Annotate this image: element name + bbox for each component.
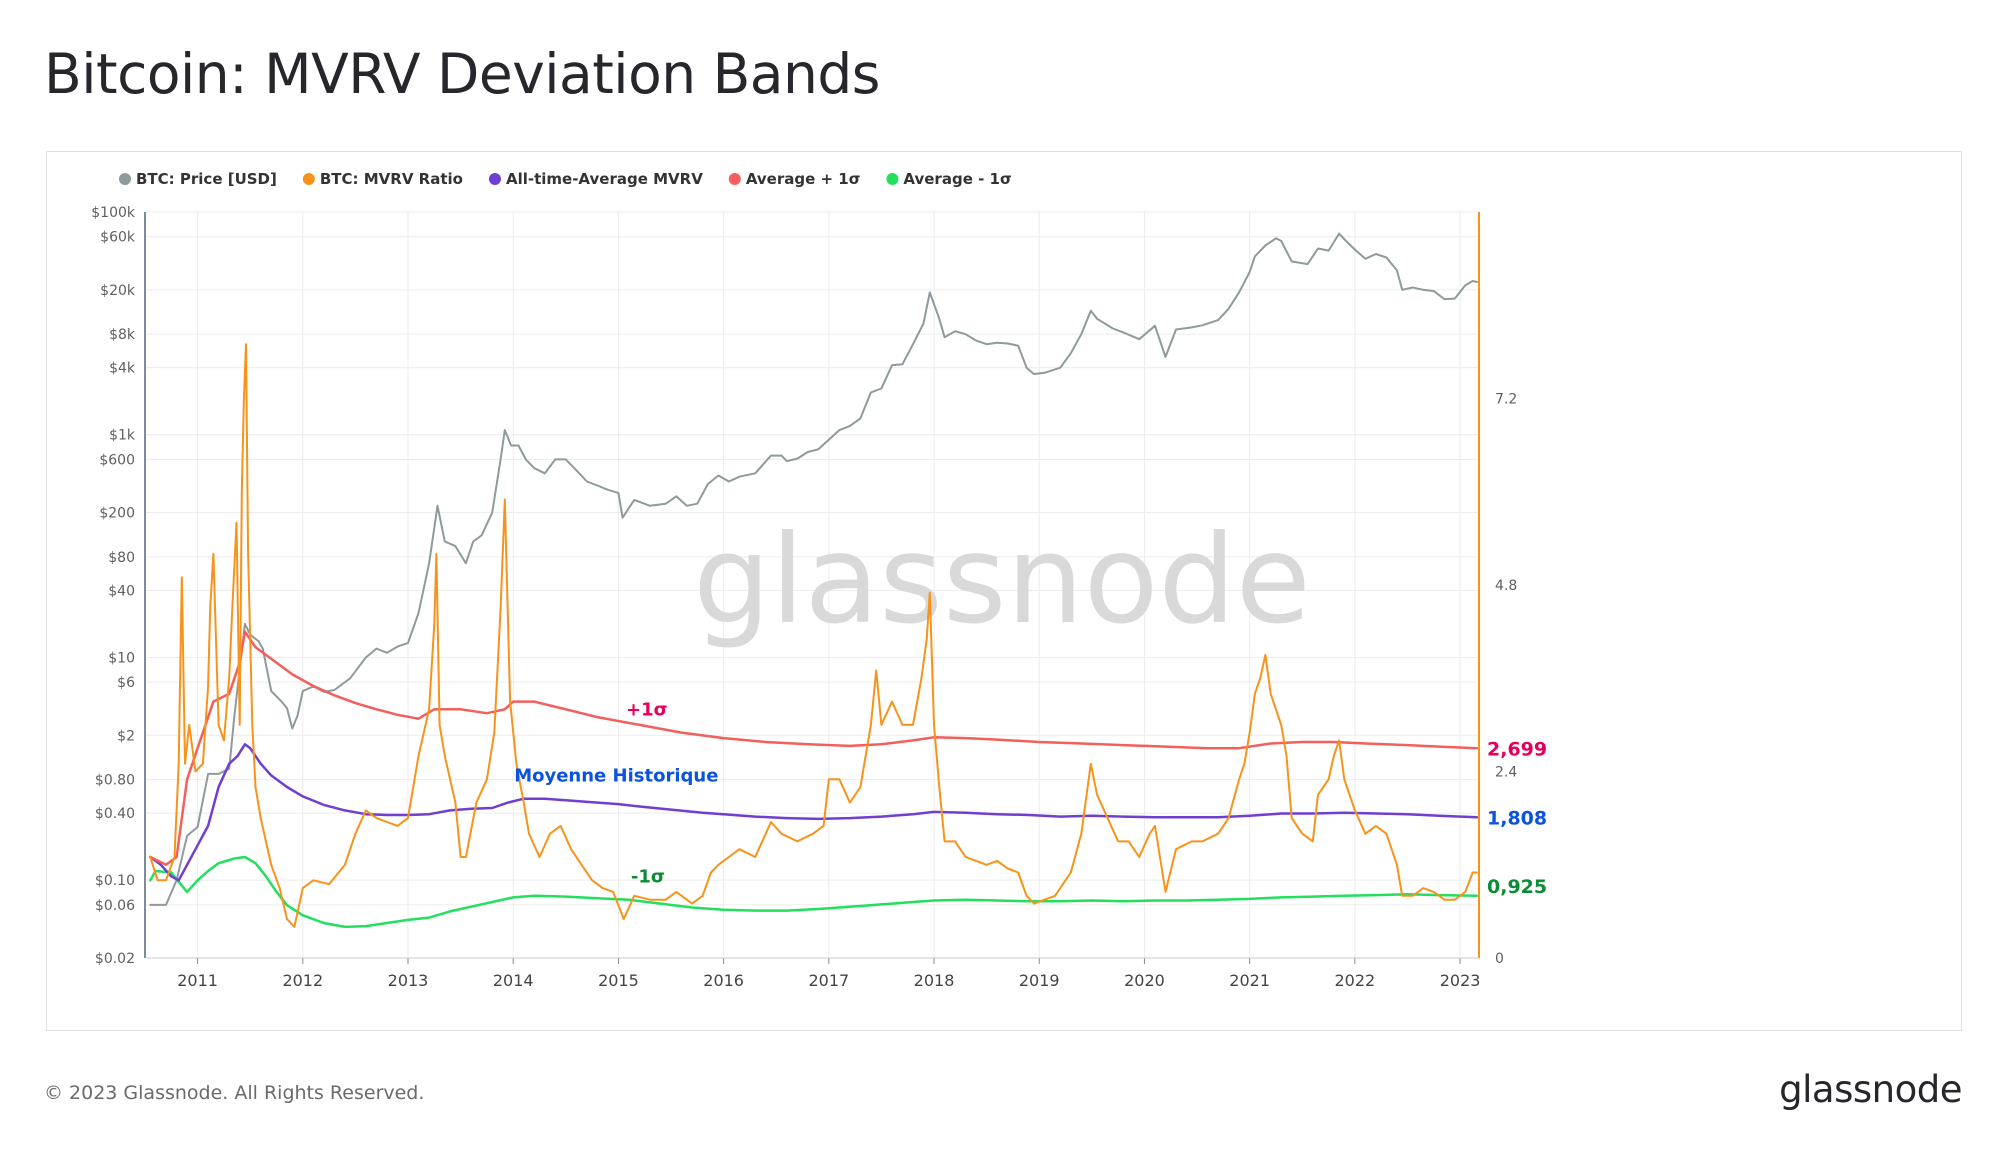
y-left-tick-label: $600 — [99, 452, 135, 468]
y-left-tick-label: $2 — [117, 728, 135, 744]
axes-layer: $100k $60k $20k $8k $4k $1k $600 $200 $80 $40 $10 $… — [91, 205, 1517, 990]
y-left-tick-label: $40 — [108, 583, 135, 599]
series-line-lower — [149, 855, 1479, 929]
legend-label-average: All-time-Average MVRV — [506, 170, 703, 188]
x-tick-label: 2023 — [1440, 971, 1481, 990]
legend-label-price: BTC: Price [USD] — [136, 170, 277, 188]
chart-svg: glassnode $100k$60k$20k$8k$4k$1k$600$200… — [91, 170, 1547, 990]
x-tick-label: 2017 — [808, 971, 849, 990]
series-layer — [149, 232, 1479, 929]
annotation-average: Moyenne Historique — [514, 765, 718, 786]
y-left-tick-label: $100k — [91, 205, 136, 221]
annotation-lower: -1σ — [631, 866, 665, 887]
y-left-tick-label: $80 — [108, 550, 135, 566]
x-tick-label: 2013 — [388, 971, 429, 990]
series-line-price — [149, 232, 1478, 906]
y-left-tick-label: $20k — [100, 283, 136, 299]
y-left-tick-label: $0.02 — [95, 951, 135, 967]
y-right-tick-label: 0 — [1495, 951, 1504, 967]
y-left-tick-label: $60k — [100, 230, 136, 246]
legend-label-lower: Average - 1σ — [903, 170, 1011, 188]
y-left-tick-label: $0.40 — [95, 806, 135, 822]
y-left-tick-label: $0.10 — [95, 873, 135, 889]
y-right-tick-label: 2.4 — [1495, 765, 1517, 781]
y-left-tick-label: $6 — [117, 675, 135, 691]
y-right-tick-label: 4.8 — [1495, 578, 1517, 594]
end-label-average: 1,808 — [1487, 808, 1547, 830]
y-left-tick-label: $10 — [108, 650, 135, 666]
x-tick-label: 2014 — [493, 971, 534, 990]
y-left-tick-label: $0.06 — [95, 898, 135, 914]
legend-swatch-price — [119, 173, 131, 185]
end-label-upper: 2,699 — [1487, 738, 1547, 760]
legend-swatch-average — [488, 173, 501, 185]
x-tick-label: 2018 — [914, 971, 955, 990]
labels-layer: +1σ Moyenne Historique -1σ 2,699 1,808 0,925 — [514, 699, 1547, 898]
x-tick-label: 2021 — [1229, 971, 1270, 990]
x-tick-label: 2011 — [177, 971, 218, 990]
x-tick-label: 2022 — [1334, 971, 1375, 990]
end-label-lower: 0,925 — [1487, 876, 1547, 898]
series-line-average — [149, 743, 1479, 882]
x-tick-label: 2016 — [703, 971, 744, 990]
x-tick-label: 2020 — [1124, 971, 1165, 990]
series-line-upper — [149, 630, 1479, 867]
annotation-upper: +1σ — [626, 699, 668, 720]
legend-swatch-upper — [728, 173, 741, 185]
page-title: Bitcoin: MVRV Deviation Bands — [44, 42, 880, 106]
y-left-tick-label: $4k — [109, 361, 136, 377]
x-tick-label: 2019 — [1019, 971, 1060, 990]
glassnode-logo: glassnode — [1779, 1068, 1962, 1111]
footer-copyright: © 2023 Glassnode. All Rights Reserved. — [44, 1082, 425, 1104]
chart-legend: BTC: Price [USD] BTC: MVRV Ratio All-time-… — [119, 170, 1012, 188]
y-left-tick-label: $0.80 — [95, 773, 135, 789]
y-left-tick-label: $200 — [99, 506, 135, 522]
legend-label-upper: Average + 1σ — [746, 170, 861, 188]
chart-panel: glassnode $100k $60k $20k $8k $4k $1k $600 $200… — [46, 151, 1962, 1031]
legend-label-mvrv: BTC: MVRV Ratio — [320, 170, 463, 188]
y-left-tick-label: $8k — [109, 327, 136, 343]
watermark: glassnode — [693, 509, 1311, 651]
x-tick-label: 2012 — [282, 971, 323, 990]
y-right-tick-label: 7.2 — [1495, 392, 1517, 408]
legend-swatch-mvrv — [302, 173, 315, 185]
x-tick-label: 2015 — [598, 971, 639, 990]
legend-swatch-lower — [886, 173, 899, 185]
series-line-mvrv — [149, 343, 1478, 928]
y-left-tick-label: $1k — [109, 428, 136, 444]
